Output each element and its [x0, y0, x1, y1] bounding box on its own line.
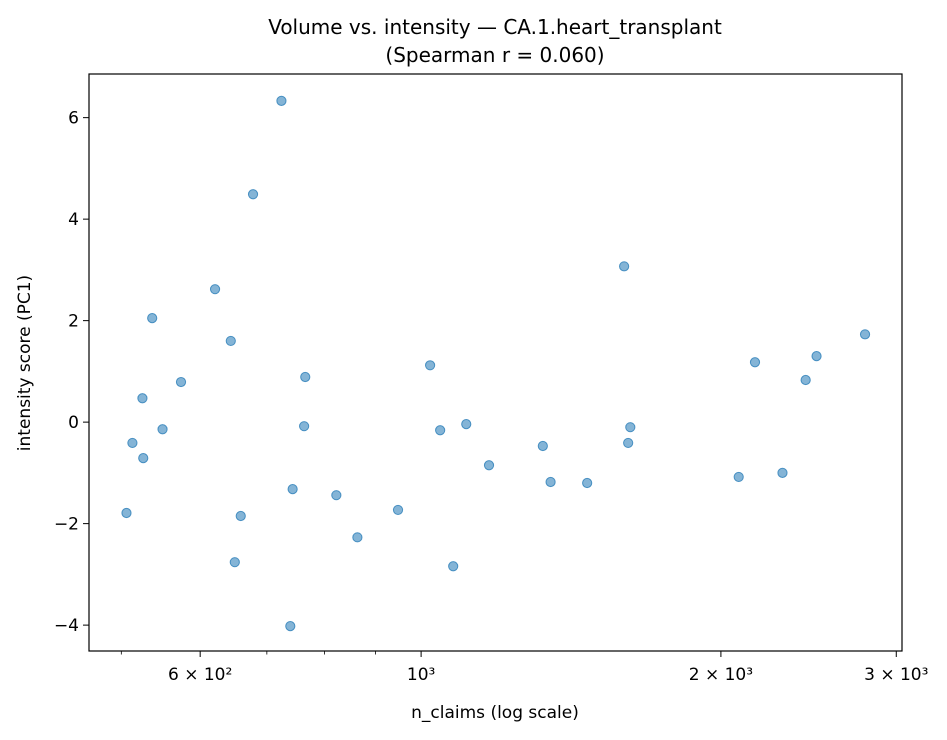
plot-frame [88, 73, 903, 652]
data-point [461, 419, 472, 430]
data-point [435, 425, 446, 436]
data-point [623, 437, 634, 449]
data-point [121, 507, 132, 519]
data-point [127, 437, 138, 449]
y-tick-label: −2 [54, 515, 79, 535]
data-point [448, 561, 459, 572]
x-axis-label: n_claims (log scale) [411, 703, 579, 723]
data-point [299, 421, 310, 432]
data-point [331, 490, 342, 501]
data-point [175, 376, 187, 388]
data-point [247, 189, 259, 200]
data-point [619, 261, 630, 272]
data-point [225, 335, 236, 347]
data-point [625, 422, 636, 433]
y-tick-label: −4 [54, 616, 79, 636]
x-tick-label: 3 × 10³ [864, 665, 928, 685]
data-point [157, 424, 168, 435]
data-point [749, 357, 761, 368]
y-tick-label: 6 [68, 109, 79, 129]
data-point [138, 453, 149, 464]
data-point [276, 95, 287, 106]
x-tick-label: 10³ [407, 665, 435, 685]
data-point [209, 284, 221, 295]
y-axis-label: intensity score (PC1) [15, 275, 35, 451]
y-tick-label: 2 [68, 312, 79, 332]
data-point [392, 504, 404, 516]
data-point [811, 351, 822, 362]
data-point [777, 467, 788, 478]
x-tick-label: 2 × 10³ [689, 665, 753, 685]
data-point [733, 471, 744, 483]
data-point [229, 557, 240, 568]
data-point [235, 510, 246, 522]
y-tick-label: 4 [68, 210, 79, 230]
data-point [285, 621, 296, 632]
data-point [287, 484, 298, 495]
data-point [352, 532, 363, 543]
data-point [137, 393, 148, 404]
data-point [800, 374, 811, 386]
data-point [582, 477, 593, 489]
chart-title: Volume vs. intensity — CA.1.heart_transp… [268, 15, 722, 39]
chart-subtitle: (Spearman r = 0.060) [385, 43, 604, 67]
data-point [300, 371, 311, 383]
data-point [483, 460, 495, 471]
data-point [859, 329, 871, 340]
data-point [537, 440, 548, 452]
data-point [545, 476, 556, 488]
data-point [147, 312, 158, 324]
x-tick-label: 6 × 10² [168, 665, 232, 685]
data-point [424, 360, 436, 371]
y-tick-label: 0 [68, 413, 79, 433]
